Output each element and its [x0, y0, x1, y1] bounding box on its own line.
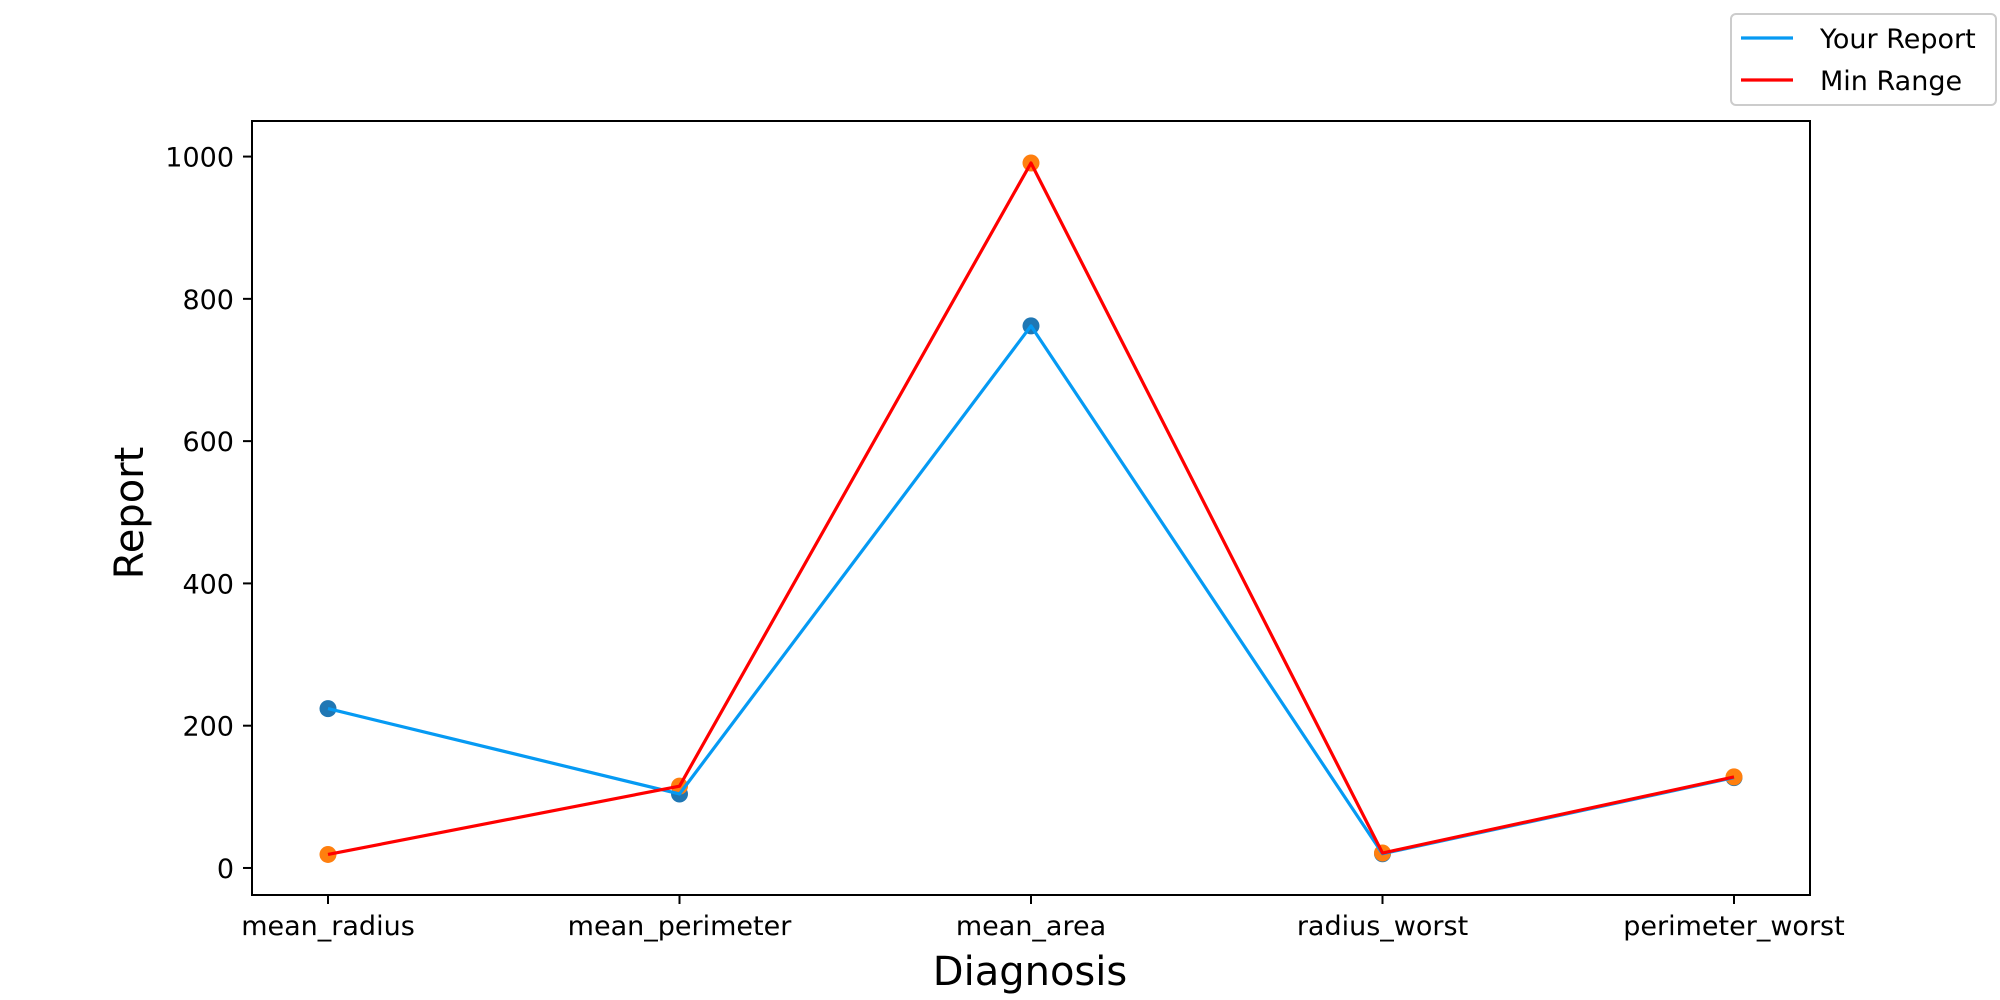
y-tick-label: 800	[182, 285, 234, 316]
x-tick-label: mean_perimeter	[568, 911, 793, 942]
legend-box	[1730, 13, 1997, 106]
x-tick-label: mean_radius	[241, 911, 415, 942]
x-tick-label: mean_area	[956, 911, 1106, 942]
x-axis-ticks: mean_radius mean_perimeter mean_area radius…	[241, 895, 1845, 942]
x-axis-title: Diagnosis	[933, 949, 1127, 995]
legend-label-0: Your Report	[1819, 24, 1976, 55]
legend: Your Report Min Range	[1730, 13, 1997, 106]
series-layer	[319, 154, 1743, 863]
x-tick-label: perimeter_worst	[1623, 911, 1844, 942]
y-tick-label: 400	[182, 569, 234, 600]
y-tick-label: 0	[217, 854, 234, 885]
x-tick-label: radius_worst	[1297, 911, 1468, 942]
y-tick-label: 1000	[165, 143, 234, 174]
plot-frame	[251, 120, 1811, 896]
series-line-1	[327, 161, 1735, 857]
legend-label-1: Min Range	[1820, 66, 1962, 97]
y-tick-label: 200	[182, 712, 234, 743]
plot-area	[251, 120, 1811, 896]
lines-layer	[327, 161, 1735, 857]
y-axis-ticks: 0 200 400 600 800 1000	[165, 143, 252, 885]
y-tick-label: 600	[182, 427, 234, 458]
y-axis-title: Report	[107, 447, 153, 580]
